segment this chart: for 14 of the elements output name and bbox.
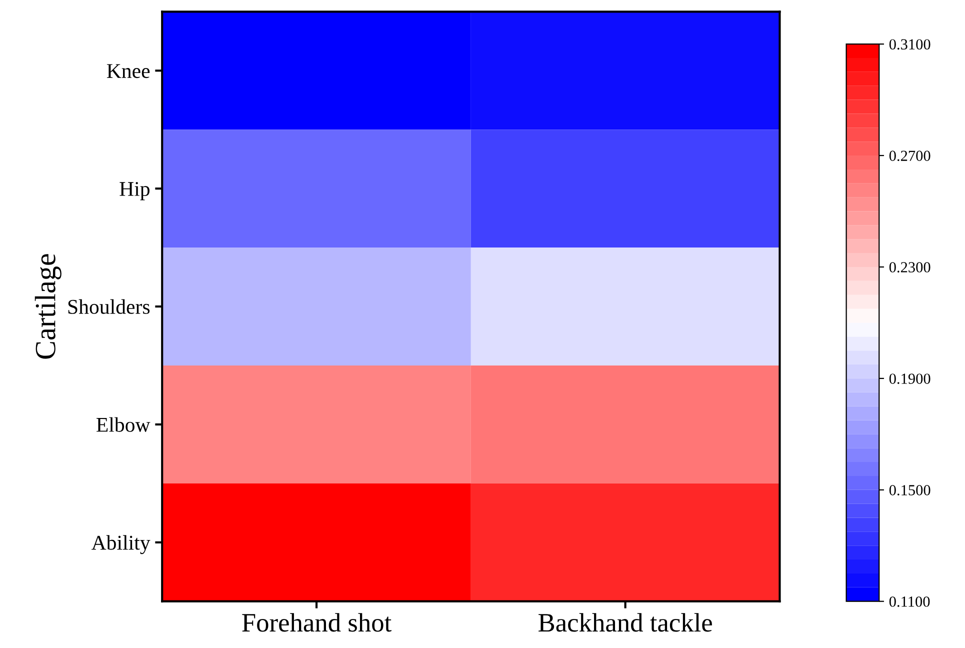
color-bar-label: 0.2300 xyxy=(889,262,930,272)
y-tick-label: Hip xyxy=(120,182,150,200)
x-tick-label: Backhand tackle xyxy=(538,613,712,632)
color-bar-label: 0.1100 xyxy=(889,596,930,607)
y-axis-title: Cartilage xyxy=(34,254,62,359)
y-tick-label: Shoulders xyxy=(68,299,150,314)
color-bar-label: 0.2700 xyxy=(889,150,930,162)
color-bar-label: 0.1900 xyxy=(889,374,930,384)
x-tick-label: Forehand shot xyxy=(242,613,392,632)
color-bar-label: 0.1500 xyxy=(889,485,930,496)
y-tick-label: Ability xyxy=(91,535,150,554)
y-tick-label: Elbow xyxy=(96,417,150,432)
y-tick-label: Knee xyxy=(106,64,150,78)
color-bar-label: 0.3100 xyxy=(889,39,930,50)
